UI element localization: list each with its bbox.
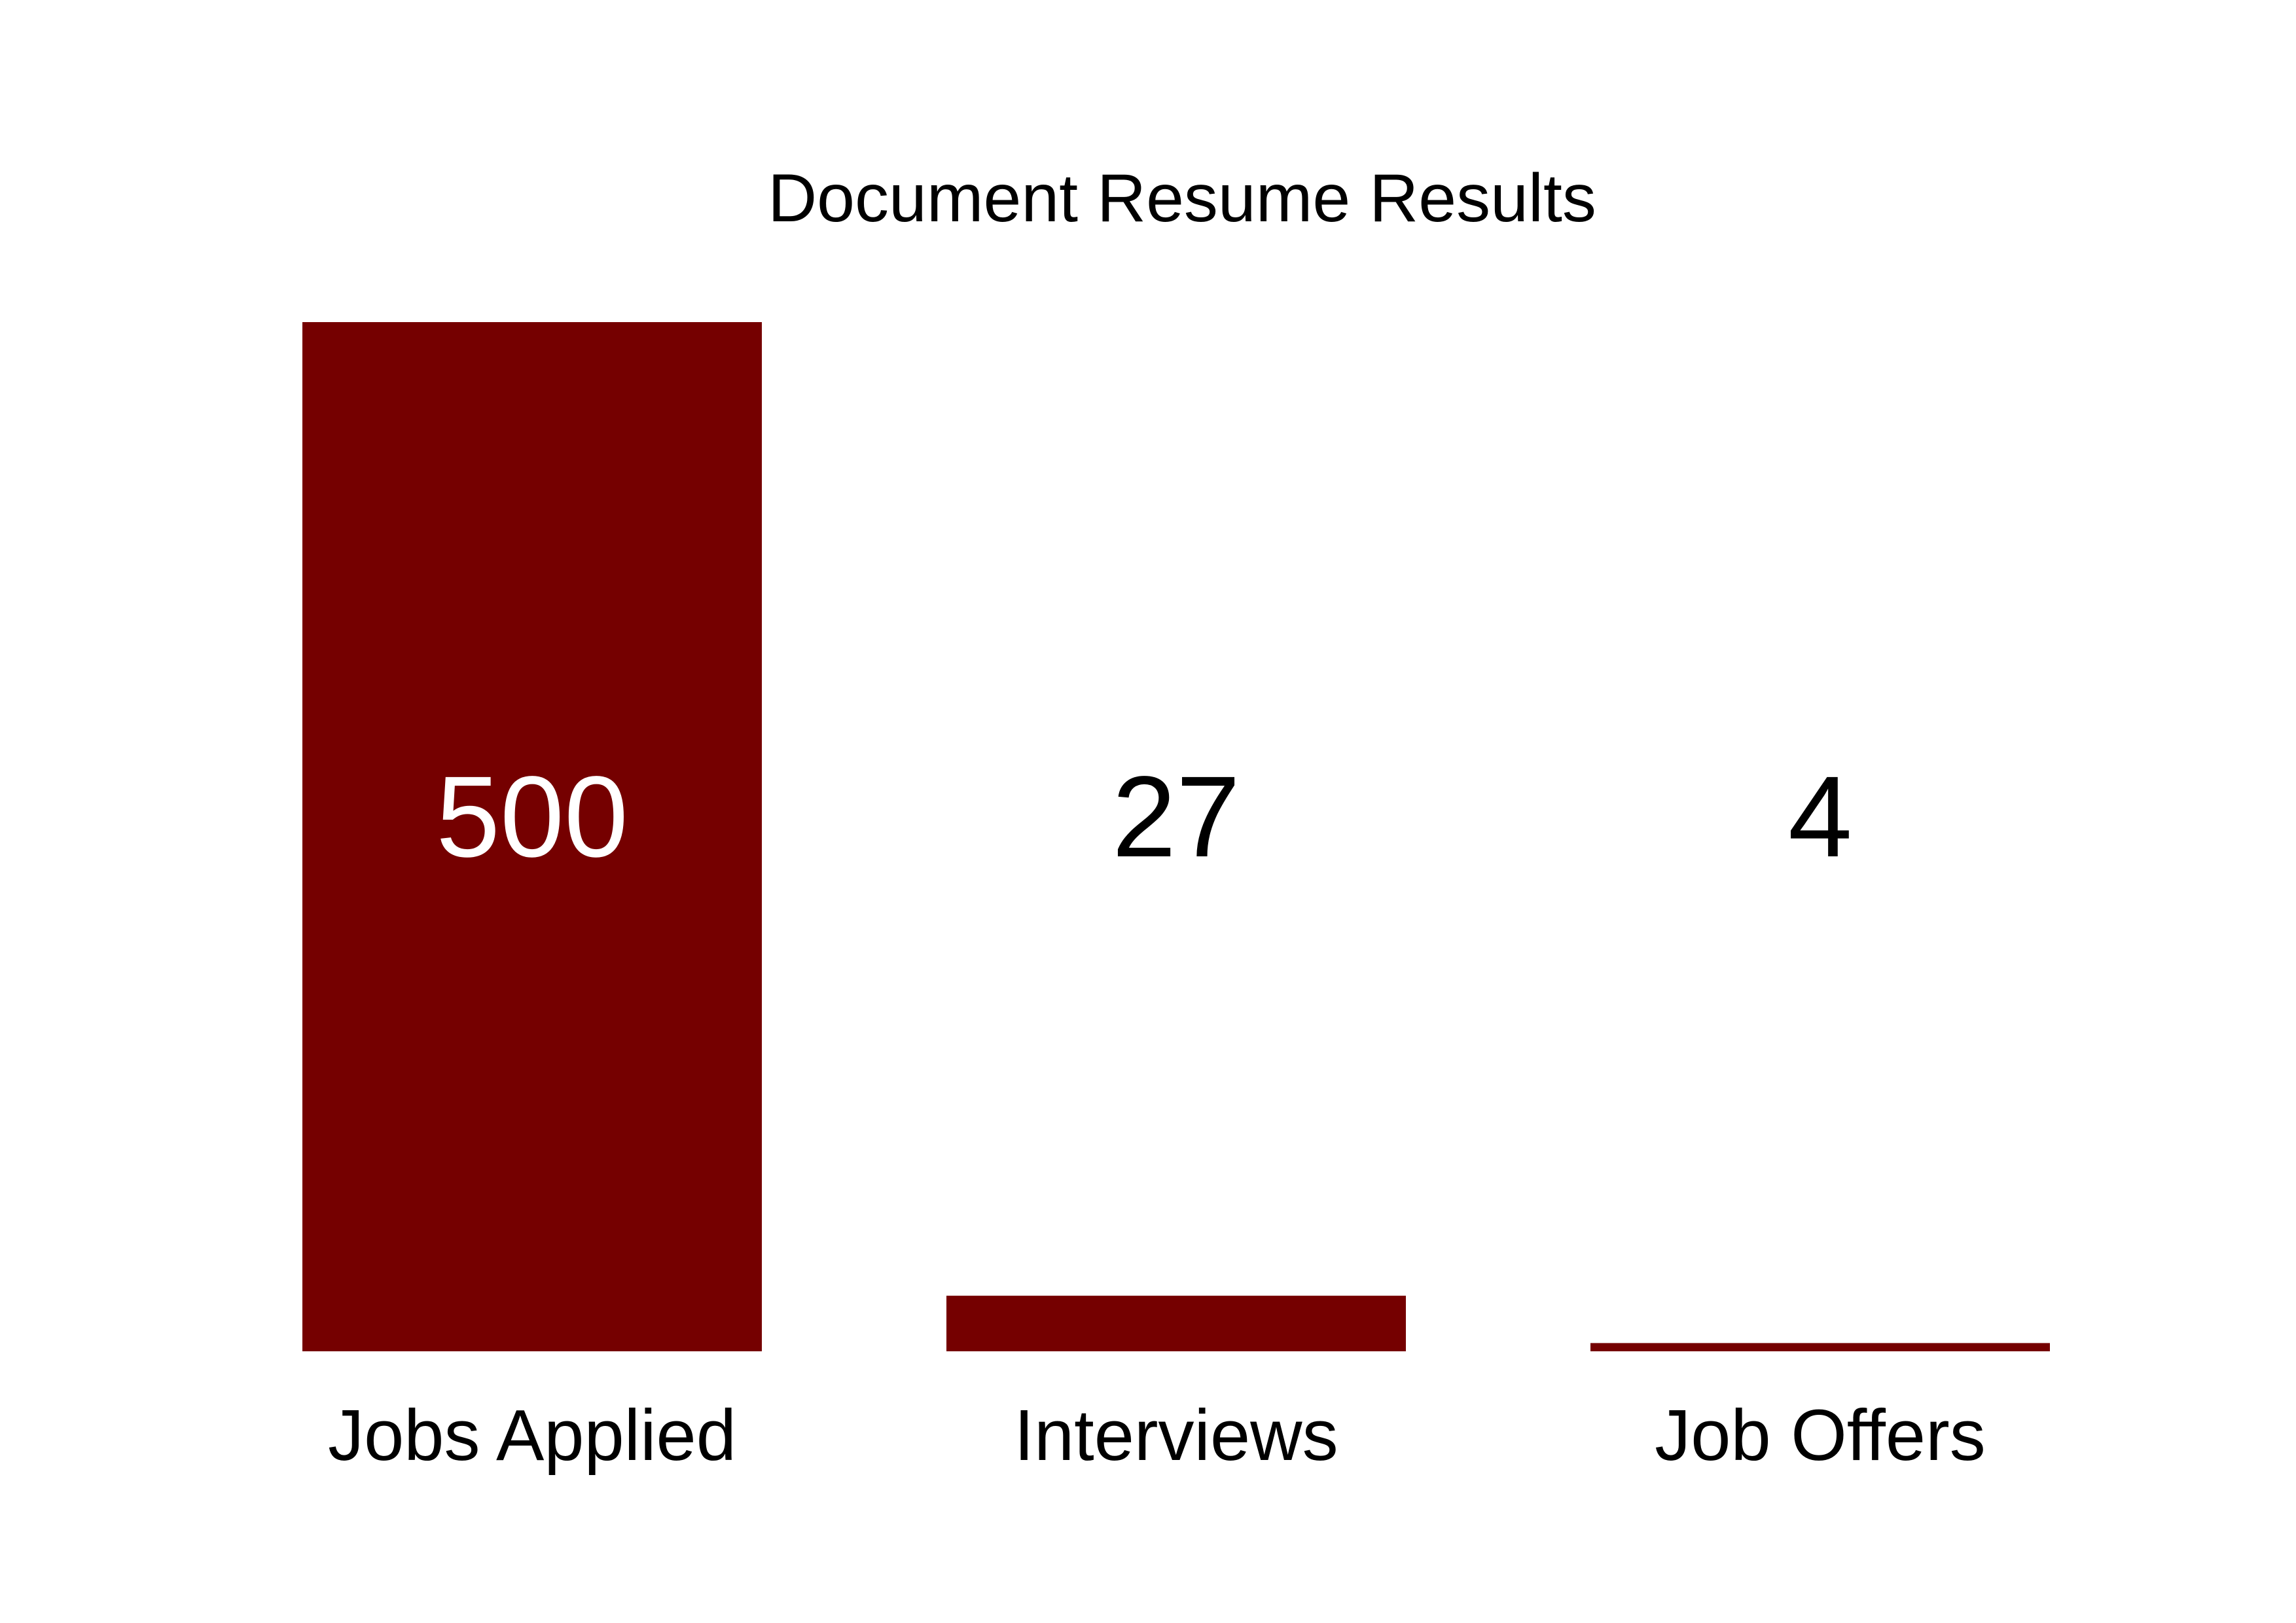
value-label-interviews: 27 — [1112, 753, 1240, 881]
category-labels-group: Jobs Applied Interviews Job Offers — [328, 1395, 1986, 1476]
category-label-job-offers: Job Offers — [1655, 1395, 1985, 1476]
bar-interviews — [946, 1296, 1406, 1351]
bar-job-offers — [1590, 1343, 2050, 1351]
bar-jobs-applied — [302, 322, 762, 1351]
category-label-interviews: Interviews — [1014, 1395, 1338, 1476]
value-labels-group: 500 27 4 — [436, 753, 1852, 881]
chart-title: Document Resume Results — [768, 160, 1596, 236]
bars-group — [302, 322, 2050, 1351]
value-label-jobs-applied: 500 — [436, 753, 628, 881]
value-label-job-offers: 4 — [1788, 753, 1852, 881]
category-label-jobs-applied: Jobs Applied — [328, 1395, 736, 1476]
